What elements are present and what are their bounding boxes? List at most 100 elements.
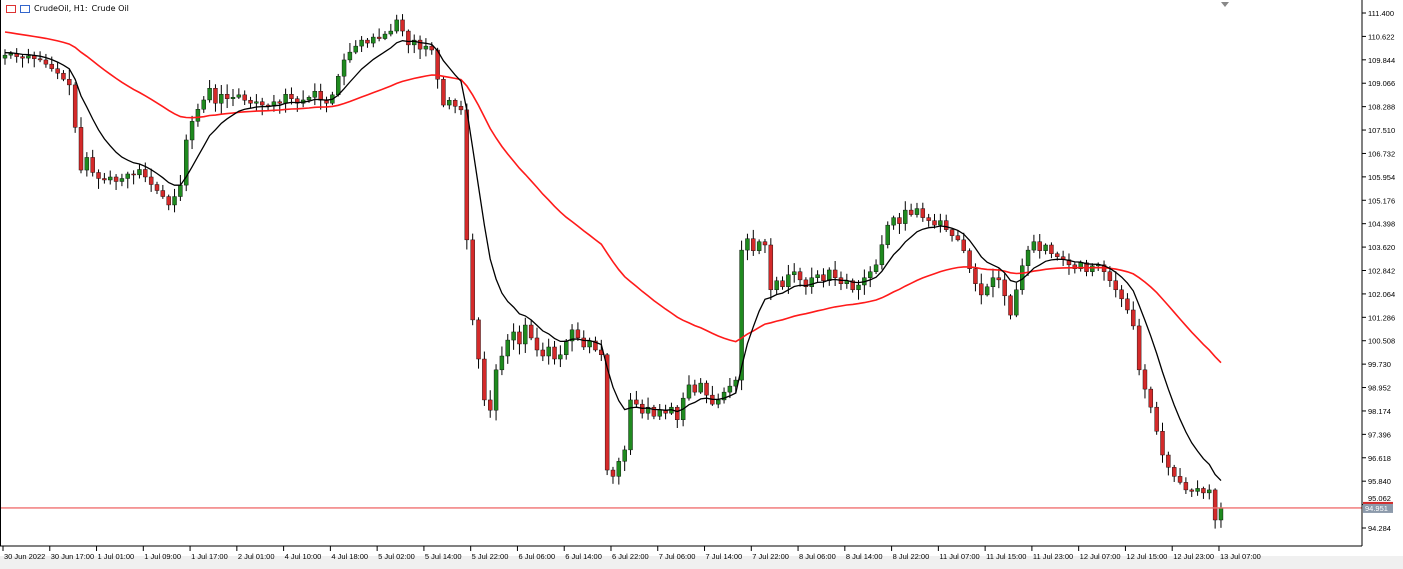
symbol-description: Crude Oil xyxy=(91,4,129,13)
candle-bear xyxy=(1037,241,1042,251)
candle-bull xyxy=(686,384,692,399)
candle-bear xyxy=(604,354,610,471)
x-tick-label: 13 Jul 07:00 xyxy=(1220,552,1261,561)
candle-bear xyxy=(1166,454,1171,468)
ma-slow-line xyxy=(4,31,1222,364)
candle-bull xyxy=(1014,289,1019,316)
candle-bear xyxy=(821,274,826,281)
x-tick-label: 8 Jul 14:00 xyxy=(846,552,883,561)
x-tick-label: 5 Jul 02:00 xyxy=(378,552,415,561)
candle-bull xyxy=(1043,244,1048,251)
candle-bear xyxy=(908,209,914,215)
status-strip xyxy=(0,556,1403,569)
candle-bull xyxy=(84,157,90,171)
candle-bear xyxy=(289,94,294,99)
y-tick-label: 99.730 xyxy=(1368,360,1391,369)
candle-bull xyxy=(371,36,376,44)
x-tick-label: 7 Jul 06:00 xyxy=(659,552,696,561)
candle-bull xyxy=(569,329,575,342)
x-tick-label: 7 Jul 14:00 xyxy=(706,552,743,561)
candle-bear xyxy=(1189,489,1194,492)
candle-bull xyxy=(1025,249,1031,266)
candle-bear xyxy=(154,184,160,191)
candle-bear xyxy=(1212,489,1218,521)
candle-bear xyxy=(242,94,247,101)
candle-bull xyxy=(815,274,820,278)
y-tick-label: 109.066 xyxy=(1368,79,1395,88)
candle-bear xyxy=(143,169,148,178)
current-price-badge xyxy=(1363,502,1393,513)
x-tick-label: 4 Jul 18:00 xyxy=(331,552,368,561)
candle-bull xyxy=(382,33,388,39)
candle-bear xyxy=(528,324,534,339)
candle-bull xyxy=(564,340,569,356)
candle-bull xyxy=(1195,488,1200,492)
candle-bear xyxy=(55,68,60,74)
candle-bull xyxy=(511,331,516,341)
candle-bull xyxy=(178,184,183,197)
candle-bear xyxy=(400,19,405,32)
candle-bear xyxy=(1201,488,1206,494)
candle-bull xyxy=(125,173,130,179)
candle-bull xyxy=(184,139,189,186)
candle-bear xyxy=(949,229,955,236)
candle-bear xyxy=(452,100,458,107)
candle-bull xyxy=(119,178,125,182)
ma-fast-line xyxy=(4,40,1222,482)
candle-bull xyxy=(189,121,195,141)
y-tick-label: 103.620 xyxy=(1368,243,1395,252)
candle-bull xyxy=(137,169,142,176)
candle-bear xyxy=(1066,259,1072,266)
candle-bull xyxy=(172,196,177,206)
candle-bear xyxy=(517,331,522,345)
candle-bear xyxy=(926,217,931,221)
candle-bull xyxy=(716,399,721,405)
candle-bull xyxy=(774,280,779,291)
candle-bull xyxy=(236,94,242,98)
candle-bear xyxy=(832,269,838,278)
candle-bear xyxy=(148,176,154,185)
candle-bull xyxy=(388,30,394,35)
candle-bull xyxy=(745,238,750,251)
x-tick-label: 1 Jul 01:00 xyxy=(98,552,135,561)
candle-bear xyxy=(768,244,774,291)
candle-bear xyxy=(552,346,557,360)
candle-bull xyxy=(283,94,288,104)
candle-bear xyxy=(803,279,809,288)
y-tick-label: 101.286 xyxy=(1368,313,1395,322)
y-tick-label: 98.174 xyxy=(1368,407,1391,416)
candle-bear xyxy=(160,190,166,197)
y-tick-label: 105.954 xyxy=(1368,173,1395,182)
y-tick-label: 111.400 xyxy=(1368,9,1394,18)
x-tick-label: 4 Jul 10:00 xyxy=(285,552,322,561)
candles-icon[interactable] xyxy=(20,4,30,13)
candle-bear xyxy=(692,384,698,393)
candle-bear xyxy=(96,172,101,179)
candle-bear xyxy=(634,399,639,405)
candle-bull xyxy=(201,99,206,110)
candle-bull xyxy=(786,274,791,288)
candle-bull xyxy=(219,94,224,104)
candle-bear xyxy=(1148,388,1154,408)
candle-bear xyxy=(979,283,984,296)
candle-bear xyxy=(973,268,978,284)
candle-bull xyxy=(493,369,499,411)
candle-bull xyxy=(2,54,8,59)
candle-bear xyxy=(944,220,949,230)
x-tick-label: 11 Jul 07:00 xyxy=(939,552,979,561)
candle-bear xyxy=(365,39,370,44)
candle-bull xyxy=(645,406,651,414)
y-tick-label: 107.510 xyxy=(1368,126,1395,135)
x-tick-label: 5 Jul 22:00 xyxy=(472,552,509,561)
candle-bull xyxy=(108,176,113,181)
candle-bull xyxy=(868,271,873,278)
candle-bull xyxy=(306,97,312,101)
candle-bull xyxy=(879,244,885,266)
candle-bear xyxy=(575,329,581,339)
list-icon[interactable] xyxy=(6,4,16,13)
candle-bull xyxy=(873,264,879,272)
chart-shift-marker-icon[interactable] xyxy=(1221,2,1229,7)
candle-bear xyxy=(464,109,470,241)
candle-bull xyxy=(499,355,505,371)
